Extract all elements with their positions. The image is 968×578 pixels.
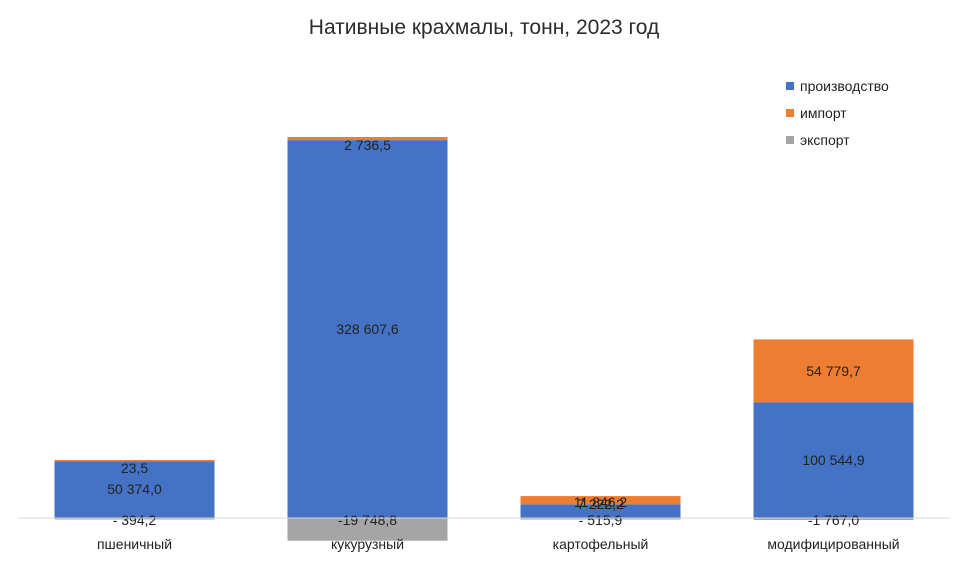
bar-production-3 <box>753 402 914 518</box>
data-label-export-3: -1 767,0 <box>808 512 860 528</box>
bar-import-0 <box>54 460 215 462</box>
bar-export-2 <box>520 518 681 520</box>
bar-production-0 <box>54 460 215 518</box>
legend-label-2: экспорт <box>800 131 850 148</box>
x-tick-label-0: пшеничный <box>97 536 172 552</box>
data-label-production-2: 11 846,2 <box>574 494 628 510</box>
data-label-production-0: 50 374,0 <box>107 481 162 497</box>
x-tick-label-1: кукурузный <box>331 536 404 552</box>
data-label-production-1: 328 607,6 <box>336 321 398 337</box>
legend-label-0: производство <box>800 77 889 94</box>
legend-item-0: производство <box>786 72 889 99</box>
data-label-export-2: - 515,9 <box>579 512 623 528</box>
bar-import-1 <box>287 137 448 141</box>
x-tick-label-2: картофельный <box>553 536 649 552</box>
data-label-export-1: -19 748,8 <box>338 512 397 528</box>
data-label-import-3: 54 779,7 <box>806 363 861 379</box>
bar-import-3 <box>753 339 914 403</box>
data-label-import-1: 2 736,5 <box>344 137 391 153</box>
bar-import-2 <box>520 496 681 505</box>
data-label-export-0: - 394,2 <box>113 512 157 528</box>
bar-production-2 <box>520 504 681 518</box>
data-label-import-0: 23,5 <box>121 460 148 476</box>
legend-label-1: импорт <box>800 104 847 121</box>
legend-swatch-1 <box>786 108 794 117</box>
data-label-production-3: 100 544,9 <box>802 452 864 468</box>
chart-legend: производство импорт экспорт <box>786 72 889 153</box>
bar-export-1 <box>287 518 448 541</box>
legend-swatch-2 <box>786 135 794 144</box>
legend-item-2: экспорт <box>786 126 889 153</box>
x-tick-label-3: модифицированный <box>767 536 899 552</box>
bar-export-3 <box>753 518 914 521</box>
bar-production-1 <box>287 140 448 518</box>
chart-title: Нативные крахмалы, тонн, 2023 год <box>308 16 660 39</box>
data-label-import-2: 7 222,2 <box>577 496 624 512</box>
legend-swatch-0 <box>786 81 794 90</box>
legend-item-1: импорт <box>786 99 889 126</box>
bar-export-0 <box>54 518 215 520</box>
